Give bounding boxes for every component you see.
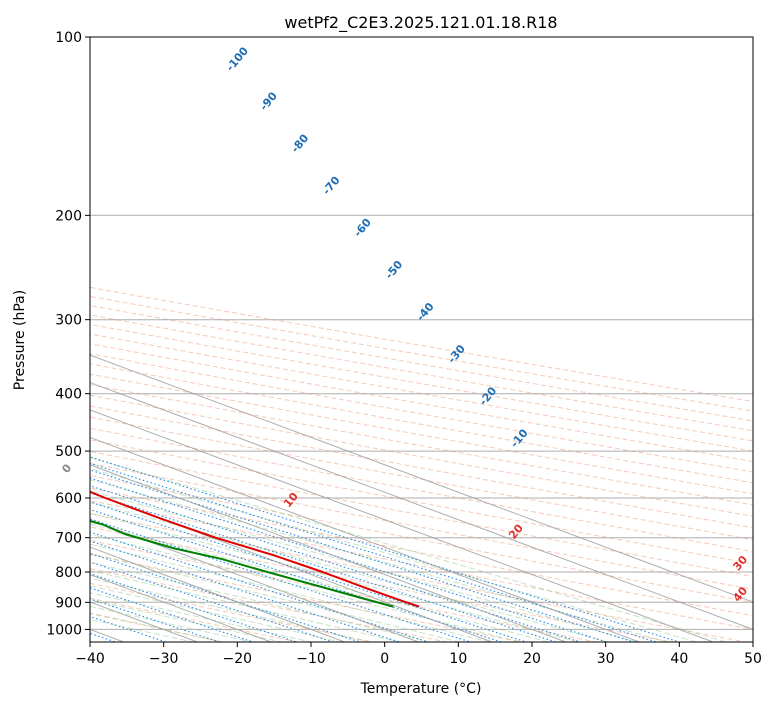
y-tick-label: 400 [55, 387, 82, 403]
plot-background [90, 37, 753, 642]
isotherm [90, 409, 714, 642]
y-tick-label: 200 [55, 208, 82, 224]
plot-frame [89, 36, 754, 643]
x-tick-label: 40 [670, 651, 688, 667]
x-tick-label: 30 [597, 651, 615, 667]
dry-adiabat [90, 373, 753, 495]
x-tick-label: 20 [523, 651, 541, 667]
profiles [90, 490, 420, 608]
isotherm [90, 381, 753, 630]
mixing-ratio-line [90, 561, 335, 642]
y-axis-label: Pressure (hPa) [12, 290, 28, 390]
dry-adiabat [90, 384, 753, 506]
y-tick-label: 800 [55, 565, 82, 581]
isotherm [90, 491, 493, 642]
isotherm [90, 436, 640, 642]
dry-adiabat-label: 0 [59, 461, 74, 475]
mixing-ratio-line [90, 552, 362, 642]
axis-ticks: −40 −30 −20 −10 0 10 20 30 40 50 100 200 300 400 500 60… [46, 30, 762, 667]
x-tick-label: 0 [380, 651, 389, 667]
x-tick-label: −40 [75, 651, 105, 667]
chart-title: wetPf2_C2E3.2025.121.01.18.R18 [284, 13, 557, 33]
dry-adiabat [90, 394, 753, 517]
mixing-ratio-line [90, 477, 609, 642]
x-tick-label: 10 [449, 651, 467, 667]
dewpoint-line [90, 520, 394, 608]
mixing-ratio-line [90, 469, 636, 642]
y-tick-label: 700 [55, 531, 82, 547]
y-tick-label: 1000 [46, 622, 82, 638]
isotherm [90, 464, 566, 642]
mixing-ratio-line [90, 485, 582, 642]
temperature-line [90, 490, 420, 608]
x-tick-label: −10 [296, 651, 326, 667]
y-tick-label: 300 [55, 313, 82, 329]
isotherm [90, 354, 753, 603]
x-tick-label: 50 [744, 651, 762, 667]
mixing-ratio-line [90, 531, 430, 642]
y-tick-label: 500 [55, 444, 82, 460]
y-tick-label: 100 [55, 30, 82, 46]
y-tick-label: 600 [55, 491, 82, 507]
x-axis-label: Temperature (°C) [360, 681, 482, 697]
y-tick-label: 900 [55, 595, 82, 611]
x-tick-label: −20 [223, 651, 253, 667]
x-tick-label: −30 [149, 651, 179, 667]
mixing-ratio-line [90, 540, 401, 642]
